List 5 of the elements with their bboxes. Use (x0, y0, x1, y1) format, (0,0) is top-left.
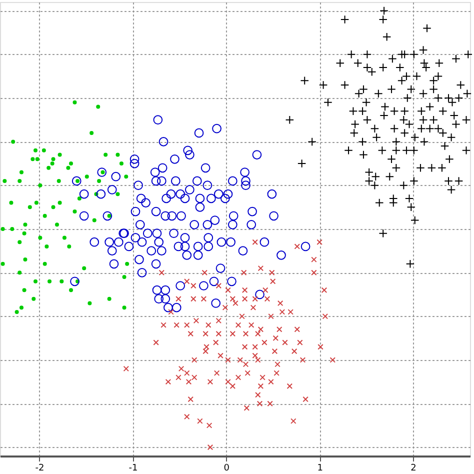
x-tick-label: 1 (317, 464, 323, 474)
x-tick-label: 2 (410, 464, 416, 474)
x-tick-label: -1 (128, 464, 138, 474)
x-tick-label: 0 (224, 464, 230, 474)
x-tick-label: -2 (35, 464, 44, 474)
